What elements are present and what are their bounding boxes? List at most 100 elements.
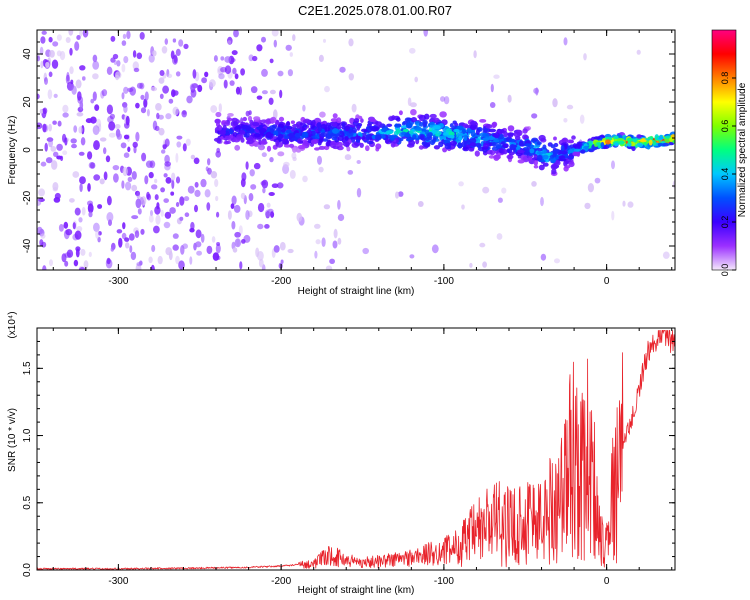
heatmap-noise-cell	[39, 46, 44, 56]
heatmap-ridge-cell	[452, 120, 457, 125]
heatmap-ridge-cell	[224, 140, 232, 145]
heatmap-ridge-cell	[509, 151, 515, 156]
heatmap-noise-cell	[431, 244, 439, 254]
heatmap-noise-cell	[531, 113, 538, 119]
heatmap-noise-cell	[78, 267, 86, 270]
heatmap-noise-cell	[116, 229, 123, 234]
heatmap-noise-cell	[56, 50, 62, 57]
heatmap-ridge-cell	[276, 127, 282, 131]
heatmap-noise-cell	[121, 63, 126, 73]
heatmap-noise-cell	[257, 251, 264, 261]
heatmap-ridge-cell	[623, 135, 627, 140]
heatmap-noise-cell	[314, 250, 318, 259]
heatmap-noise-cell	[144, 91, 149, 101]
heatmap-noise-cell	[115, 71, 122, 79]
heatmap-noise-cell	[283, 161, 290, 167]
heatmap-ridge-cell	[314, 147, 320, 151]
heatmap-noise-cell	[136, 82, 143, 89]
heatmap-noise-cell	[136, 52, 143, 60]
heatmap-noise-cell	[106, 257, 111, 265]
heatmap-ridge-cell	[422, 121, 427, 128]
heatmap-noise-cell	[233, 30, 239, 38]
heatmap-noise-cell	[131, 215, 139, 220]
heatmap-noise-cell	[65, 37, 71, 43]
heatmap-ridge-cell	[295, 147, 302, 153]
heatmap-noise-cell	[193, 157, 200, 165]
heatmap-ridge-cell	[444, 142, 451, 150]
heatmap-ridge-cell	[290, 120, 295, 124]
heatmap-ridge-cell	[242, 116, 247, 122]
heatmap-noise-cell	[213, 55, 218, 62]
heatmap-ridge-cell	[506, 154, 514, 160]
heatmap-ridge-cell	[493, 154, 500, 161]
heatmap-noise-cell	[175, 255, 180, 265]
heatmap-noise-cell	[176, 141, 182, 148]
heatmap-ridge-cell	[486, 149, 493, 155]
heatmap-noise-cell	[232, 67, 237, 75]
heatmap-noise-cell	[76, 226, 83, 232]
heatmap-noise-cell	[155, 214, 161, 225]
heatmap-ridge-cell	[551, 168, 557, 175]
heatmap-ridge-cell	[538, 164, 545, 171]
heatmap-noise-cell	[175, 176, 181, 184]
colorbar-tick-label: 0.0	[720, 264, 730, 277]
heatmap-noise-cell	[229, 80, 235, 86]
heatmap-noise-cell	[125, 242, 130, 249]
heatmap-ridge-cell	[627, 137, 632, 144]
heatmap-noise-cell	[99, 178, 105, 185]
heatmap-noise-cell	[269, 157, 274, 163]
snr-y-label: SNR (10 * v/v)	[7, 408, 18, 472]
heatmap-noise-cell	[252, 55, 258, 62]
heatmap-ridge-cell	[458, 135, 463, 141]
heatmap-ridge-cell	[346, 146, 351, 152]
heatmap-ridge-cell	[339, 130, 344, 135]
heatmap-ridge-cell	[463, 134, 468, 141]
heatmap-ridge-cell	[406, 143, 415, 148]
x-tick-label: -200	[271, 576, 291, 587]
heatmap-noise-cell	[113, 59, 117, 66]
heatmap-ridge-cell	[228, 128, 234, 135]
heatmap-ridge-cell	[366, 140, 374, 145]
heatmap-ridge-cell	[576, 143, 581, 148]
heatmap-ridge-cell	[643, 142, 648, 146]
heatmap-ridge-cell	[596, 142, 602, 146]
heatmap-noise-cell	[78, 126, 83, 134]
heatmap-noise-cell	[92, 54, 98, 63]
heatmap-ridge-cell	[618, 140, 625, 145]
heatmap-ridge-cell	[503, 130, 508, 138]
y-tick-label: 1.5	[22, 361, 33, 375]
heatmap-ridge-cell	[351, 127, 358, 134]
heatmap-noise-cell	[276, 182, 284, 189]
heatmap-ridge-cell	[244, 131, 250, 138]
heatmap-noise-cell	[37, 93, 40, 100]
heatmap-noise-cell	[323, 204, 331, 210]
heatmap-noise-cell	[351, 103, 357, 113]
heatmap-noise-cell	[148, 214, 154, 223]
heatmap-noise-cell	[154, 125, 160, 132]
heatmap-noise-cell	[131, 171, 137, 180]
heatmap-noise-cell	[164, 161, 172, 167]
heatmap-noise-cell	[348, 73, 354, 81]
heatmap-ridge-cell	[386, 130, 394, 135]
heatmap-noise-cell	[45, 157, 53, 164]
heatmap-ridge-cell	[572, 151, 580, 157]
heatmap-noise-cell	[611, 160, 615, 170]
heatmap-ridge-cell	[468, 148, 475, 152]
heatmap-noise-cell	[73, 259, 79, 267]
heatmap-noise-cell	[318, 166, 324, 173]
heatmap-noise-cell	[64, 260, 69, 267]
heatmap-noise-cell	[146, 109, 150, 117]
heatmap-ridge-cell	[550, 163, 558, 170]
heatmap-ridge-cell	[311, 119, 316, 126]
heatmap-ridge-cell	[432, 117, 440, 123]
heatmap-noise-cell	[181, 110, 187, 118]
heatmap-noise-cell	[88, 211, 93, 218]
heatmap-noise-cell	[479, 242, 486, 248]
heatmap-ridge-cell	[524, 143, 531, 148]
heatmap-ridge-cell	[222, 124, 227, 132]
heatmap-noise-cell	[176, 135, 183, 140]
heatmap-ridge-cell	[390, 134, 398, 139]
heatmap-ridge-cell	[375, 143, 382, 150]
heatmap-ridge-cell	[491, 141, 497, 147]
heatmap-noise-cell	[39, 109, 44, 114]
